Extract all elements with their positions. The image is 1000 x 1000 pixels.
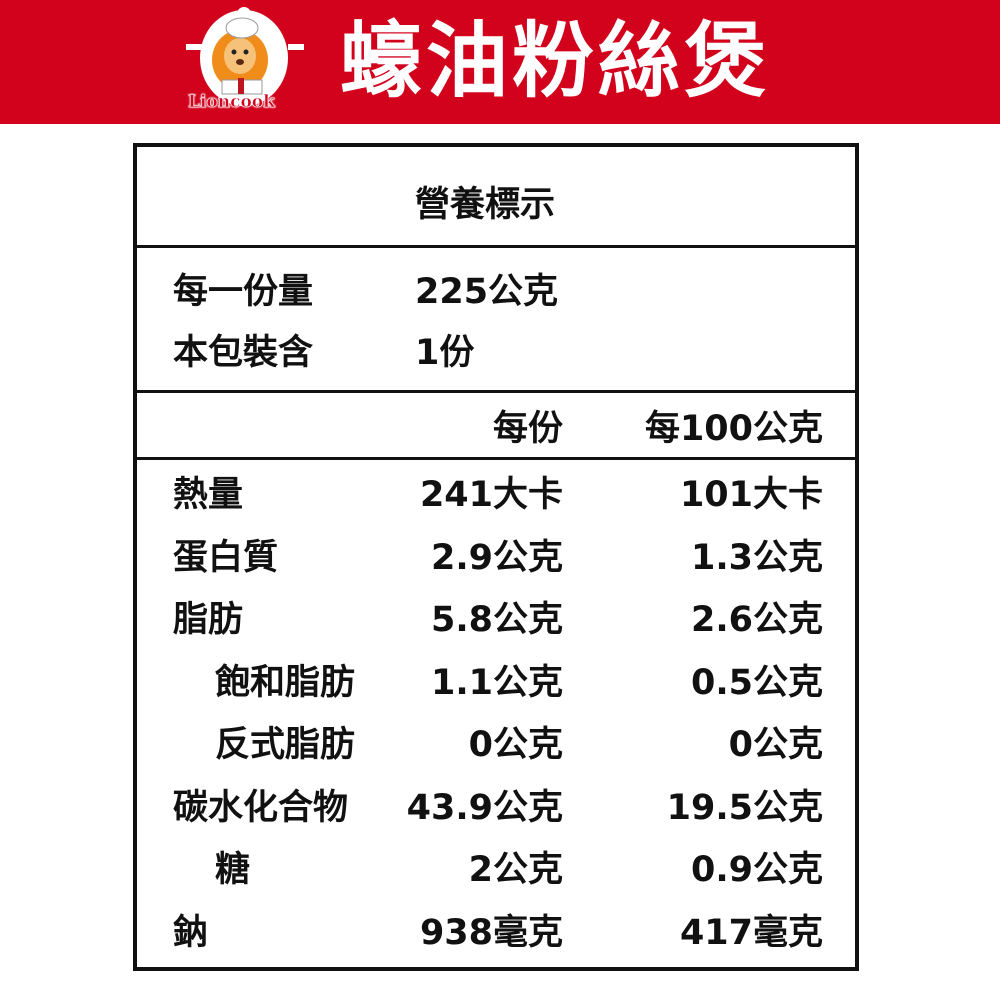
nutrient-per-serving: 1.1公克 <box>430 662 563 703</box>
nutrient-per-100g: 0.9公克 <box>690 850 823 890</box>
column-header-per-100g: 每100公克 <box>644 409 823 449</box>
divider <box>137 457 855 460</box>
divider <box>137 245 855 248</box>
nutrient-per-serving: 938毫克 <box>419 912 563 953</box>
nutrient-per-100g: 0公克 <box>728 725 823 765</box>
nutrient-per-100g: 2.6公克 <box>690 600 823 640</box>
nutrient-per-100g: 0.5公克 <box>690 662 823 703</box>
nutrient-name: 飽和脂肪 <box>215 662 356 703</box>
divider <box>137 390 855 393</box>
nutrient-name: 碳水化合物 <box>173 787 349 828</box>
serving-size-value: 225公克 <box>415 272 559 312</box>
column-header-per-serving: 每份 <box>492 409 563 449</box>
nutrition-facts-table: 營養標示 每一份量 225公克 本包裝含 1份 每份 每100公克 熱量 241大… <box>133 143 859 971</box>
nutrient-name: 脂肪 <box>173 600 244 640</box>
nutrient-per-100g: 101大卡 <box>679 475 823 515</box>
nutrient-per-serving: 2.9公克 <box>430 537 563 578</box>
nutrient-name: 熱量 <box>173 475 244 515</box>
nutrient-per-serving: 43.9公克 <box>406 787 563 828</box>
logo-text: Lioncook <box>188 92 275 113</box>
servings-label: 本包裝含 <box>173 333 314 373</box>
nutrient-per-serving: 241大卡 <box>419 475 563 515</box>
nutrient-per-100g: 19.5公克 <box>666 787 823 828</box>
nutrient-name: 蛋白質 <box>173 537 279 578</box>
serving-size-label: 每一份量 <box>173 272 314 312</box>
nutrient-per-serving: 5.8公克 <box>430 600 563 640</box>
nutrient-per-100g: 417毫克 <box>679 912 823 953</box>
servings-value: 1份 <box>415 333 475 373</box>
nutrient-name: 鈉 <box>173 912 209 953</box>
table-heading: 營養標示 <box>415 185 556 225</box>
nutrient-per-serving: 0公克 <box>468 725 563 765</box>
nutrient-per-serving: 2公克 <box>468 850 563 890</box>
lion-chef-logo <box>186 7 304 106</box>
header-banner: Lioncook 蠔油粉絲煲 <box>0 0 1000 124</box>
product-title: 蠔油粉絲煲 <box>340 14 771 109</box>
nutrient-name: 糖 <box>215 850 251 890</box>
nutrient-per-100g: 1.3公克 <box>690 537 823 578</box>
nutrient-name: 反式脂肪 <box>215 725 356 765</box>
